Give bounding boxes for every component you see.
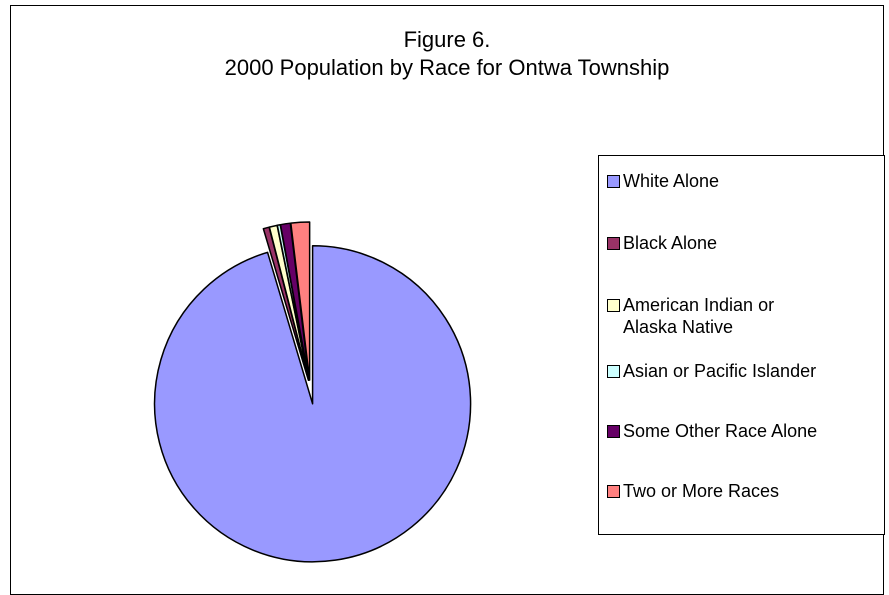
pie-slice-white-alone [153, 245, 472, 563]
legend-label: Asian or Pacific Islander [623, 361, 817, 381]
legend: White Alone Black Alone American Indian … [598, 155, 885, 535]
legend-label: Some Other Race Alone [623, 421, 818, 441]
legend-item-black-alone: Black Alone [607, 232, 888, 254]
legend-item-white-alone: White Alone [607, 170, 888, 192]
legend-swatch [607, 299, 620, 312]
legend-label: Two or More Races [623, 481, 780, 501]
legend-label: White Alone [623, 171, 720, 191]
legend-label: Black Alone [623, 233, 718, 253]
pie-slice-two-or-more-races [290, 221, 311, 381]
chart-subtitle: 2000 Population by Race for Ontwa Townsh… [224, 55, 670, 80]
legend-swatch [607, 237, 620, 250]
legend-label: American Indian or Alaska Native [623, 295, 775, 337]
chart-title: Figure 6. [403, 27, 491, 52]
legend-item-some-other-race: Some Other Race Alone [607, 420, 888, 442]
legend-swatch [607, 365, 620, 378]
legend-item-two-or-more: Two or More Races [607, 480, 888, 502]
chart-title-block: Figure 6. 2000 Population by Race for On… [11, 26, 883, 82]
legend-swatch [607, 175, 620, 188]
legend-swatch [607, 425, 620, 438]
legend-item-american-indian: American Indian or Alaska Native [607, 294, 783, 338]
legend-swatch [607, 485, 620, 498]
legend-item-asian-pacific: Asian or Pacific Islander [607, 360, 888, 382]
